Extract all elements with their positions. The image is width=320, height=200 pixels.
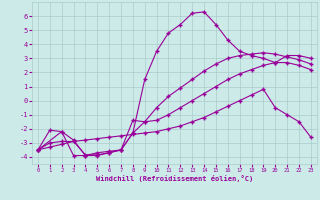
X-axis label: Windchill (Refroidissement éolien,°C): Windchill (Refroidissement éolien,°C) — [96, 175, 253, 182]
